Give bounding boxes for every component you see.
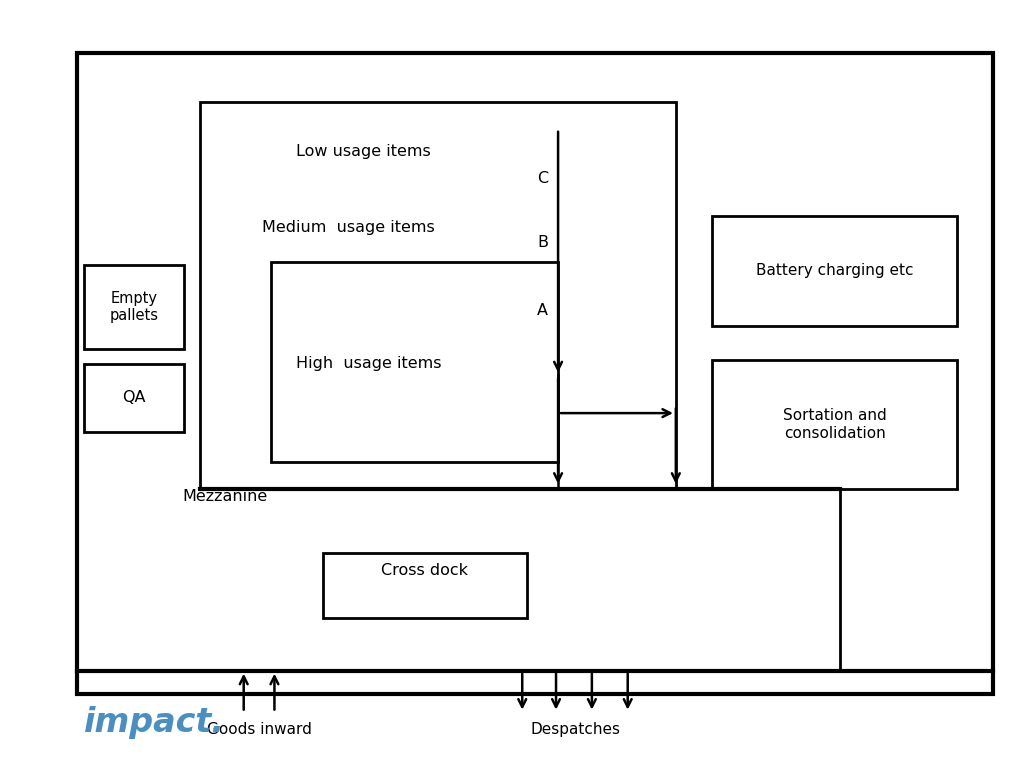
Bar: [712, 216, 957, 326]
Text: Empty
pallets: Empty pallets: [110, 291, 159, 323]
Bar: [77, 53, 993, 694]
Text: Low usage items: Low usage items: [296, 144, 431, 159]
Text: Sortation and
consolidation: Sortation and consolidation: [782, 409, 887, 440]
Bar: [323, 553, 527, 618]
Text: Battery charging etc: Battery charging etc: [756, 263, 913, 278]
Bar: [271, 262, 558, 462]
Text: Mezzanine: Mezzanine: [182, 489, 268, 504]
Text: Despatches: Despatches: [530, 722, 621, 737]
Text: QA: QA: [123, 390, 145, 406]
Text: Medium  usage items: Medium usage items: [262, 220, 434, 235]
Text: C: C: [538, 171, 548, 186]
Bar: [712, 360, 957, 489]
Text: Cross dock: Cross dock: [382, 562, 468, 578]
Text: Goods inward: Goods inward: [207, 722, 311, 737]
Text: A: A: [538, 303, 548, 318]
Text: B: B: [538, 235, 548, 250]
Bar: [84, 265, 184, 349]
Bar: [84, 364, 184, 432]
Bar: [200, 102, 676, 489]
Text: impact.: impact.: [84, 706, 225, 739]
Text: High  usage items: High usage items: [296, 356, 441, 371]
